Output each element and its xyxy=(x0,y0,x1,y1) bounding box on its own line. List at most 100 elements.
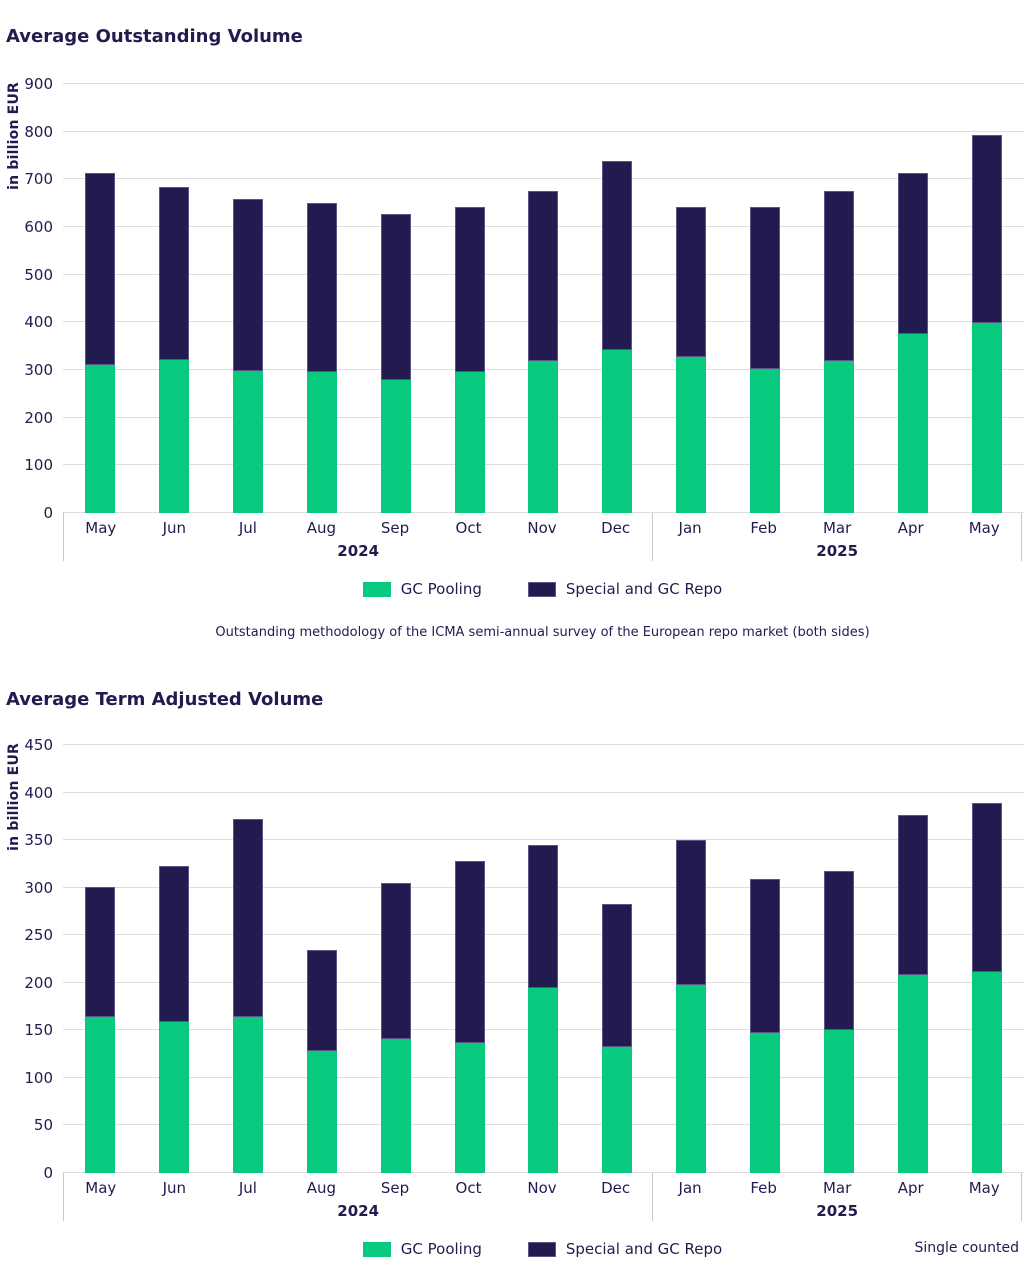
legend-item-special-gc-repo: Special and GC Repo xyxy=(527,1240,723,1258)
bar-segment-gc-pooling xyxy=(158,360,189,513)
bar-segment-special-gc-repo xyxy=(84,886,115,1018)
bar-oct xyxy=(433,745,507,1173)
x-tick-label: Dec xyxy=(601,1179,631,1197)
y-tick-label: 50 xyxy=(33,1116,53,1135)
x-tick-label: Aug xyxy=(306,1179,337,1197)
y-tick-label: 150 xyxy=(24,1021,53,1040)
x-tick-label: Sep xyxy=(380,519,410,537)
bar-segment-special-gc-repo xyxy=(676,206,707,358)
bar-segment-gc-pooling xyxy=(602,1047,633,1173)
y-tick-label: 300 xyxy=(24,878,53,897)
bar-segment-gc-pooling xyxy=(602,349,633,513)
bar-segment-gc-pooling xyxy=(232,371,263,513)
y-tick-label: 250 xyxy=(24,926,53,945)
x-axis-group-2025: Jan Feb Mar Apr May 2025 xyxy=(653,1173,1021,1221)
bar-segment-gc-pooling xyxy=(454,371,485,513)
y-tick-label: 600 xyxy=(24,218,53,237)
x-tick-label: Jul xyxy=(238,1179,257,1197)
x-tick-label: Aug xyxy=(306,519,337,537)
y-tick-label: 300 xyxy=(24,361,53,380)
year-label: 2024 xyxy=(337,542,380,560)
legend-label: Special and GC Repo xyxy=(565,1240,723,1258)
y-tick-label: 200 xyxy=(24,408,53,427)
month-labels: Jan Feb Mar Apr May xyxy=(653,513,1021,537)
bars-layer xyxy=(63,84,1024,513)
x-tick-label: Jul xyxy=(238,519,257,537)
bar-dec xyxy=(580,84,654,513)
legend-item-gc-pooling: GC Pooling xyxy=(362,580,482,598)
bar-segment-special-gc-repo xyxy=(602,903,633,1048)
bar-segment-special-gc-repo xyxy=(972,803,1003,973)
bar-segment-gc-pooling xyxy=(528,987,559,1173)
y-tick-label: 0 xyxy=(43,1164,53,1182)
x-tick-label: Sep xyxy=(380,1179,410,1197)
gridline xyxy=(63,744,1024,745)
bar-segment-special-gc-repo xyxy=(528,191,559,361)
bar-jul xyxy=(211,745,285,1173)
bar-jan xyxy=(654,84,728,513)
x-tick-label: Jun xyxy=(162,1179,187,1197)
x-tick-label: Apr xyxy=(897,519,924,537)
y-tick-label: 700 xyxy=(24,170,53,189)
bar-may xyxy=(63,84,137,513)
bar-segment-special-gc-repo xyxy=(232,198,263,372)
bar-segment-gc-pooling xyxy=(454,1042,485,1173)
x-tick-label: May xyxy=(968,1179,1000,1197)
bar-apr xyxy=(876,745,950,1173)
bar-sep xyxy=(359,745,433,1173)
year-label: 2025 xyxy=(816,542,859,560)
x-tick-label: Feb xyxy=(750,519,777,537)
chart2-x-axis: May Jun Jul Aug Sep Oct Nov Dec 2024 Jan Feb Mar Apr… xyxy=(63,1173,1022,1221)
bar-nov xyxy=(507,745,581,1173)
bar-segment-special-gc-repo xyxy=(528,844,559,988)
bar-segment-special-gc-repo xyxy=(84,173,115,366)
bar-segment-special-gc-repo xyxy=(158,865,189,1022)
bar-segment-gc-pooling xyxy=(750,1033,781,1173)
bar-jul xyxy=(211,84,285,513)
bar-jun xyxy=(137,84,211,513)
chart1-y-axis: in billion EUR 0 100 200 300 400 500 600 700 800… xyxy=(0,75,63,522)
y-tick-label: 350 xyxy=(24,831,53,850)
month-labels: Jan Feb Mar Apr May xyxy=(653,1173,1021,1197)
x-axis-group-2024: May Jun Jul Aug Sep Oct Nov Dec 2024 xyxy=(64,1173,654,1221)
bar-segment-special-gc-repo xyxy=(158,187,189,361)
bar-oct xyxy=(433,84,507,513)
bar-segment-special-gc-repo xyxy=(750,879,781,1034)
bar-segment-gc-pooling xyxy=(676,984,707,1173)
gridline xyxy=(63,130,1024,132)
chart2-title: Average Term Adjusted Volume xyxy=(6,689,324,710)
bar-segment-gc-pooling xyxy=(306,371,337,513)
bar-segment-special-gc-repo xyxy=(824,191,855,361)
bar-segment-gc-pooling xyxy=(972,972,1003,1173)
bar-jun xyxy=(137,745,211,1173)
bar-segment-gc-pooling xyxy=(380,1038,411,1173)
y-tick-label: 100 xyxy=(24,1068,53,1087)
bar-aug xyxy=(285,745,359,1173)
chart1: in billion EUR 0 100 200 300 400 500 600 700 800… xyxy=(0,75,1024,522)
bar-segment-gc-pooling xyxy=(84,1017,115,1173)
year-label: 2025 xyxy=(816,1202,859,1220)
x-tick-label: Mar xyxy=(822,1179,852,1197)
x-tick-label: Nov xyxy=(527,1179,557,1197)
single-counted-note: Single counted xyxy=(914,1240,1020,1256)
bar-segment-special-gc-repo xyxy=(972,135,1003,323)
bar-segment-gc-pooling xyxy=(898,975,929,1173)
bar-segment-special-gc-repo xyxy=(898,815,929,976)
bar-may xyxy=(63,745,137,1173)
x-tick-label: Feb xyxy=(750,1179,777,1197)
chart2-y-axis: in billion EUR 0 50 100 150 200 250 300 350 400 4… xyxy=(0,736,63,1182)
x-tick-label: Oct xyxy=(455,1179,482,1197)
legend-item-special-gc-repo: Special and GC Repo xyxy=(527,580,722,598)
y-tick-label: 800 xyxy=(24,122,53,141)
month-labels: May Jun Jul Aug Sep Oct Nov Dec xyxy=(64,513,652,537)
year-label: 2024 xyxy=(337,1202,380,1220)
x-axis-group-2024: May Jun Jul Aug Sep Oct Nov Dec 2024 xyxy=(64,513,654,561)
bar-may xyxy=(950,745,1024,1173)
bar-segment-gc-pooling xyxy=(232,1017,263,1173)
x-tick-label: Apr xyxy=(897,1179,924,1197)
special-gc-repo-swatch-icon xyxy=(527,1241,556,1257)
gridline xyxy=(63,178,1024,180)
chart2: in billion EUR 0 50 100 150 200 250 300 350 400 4… xyxy=(0,736,1024,1182)
x-tick-label: May xyxy=(968,519,1000,537)
